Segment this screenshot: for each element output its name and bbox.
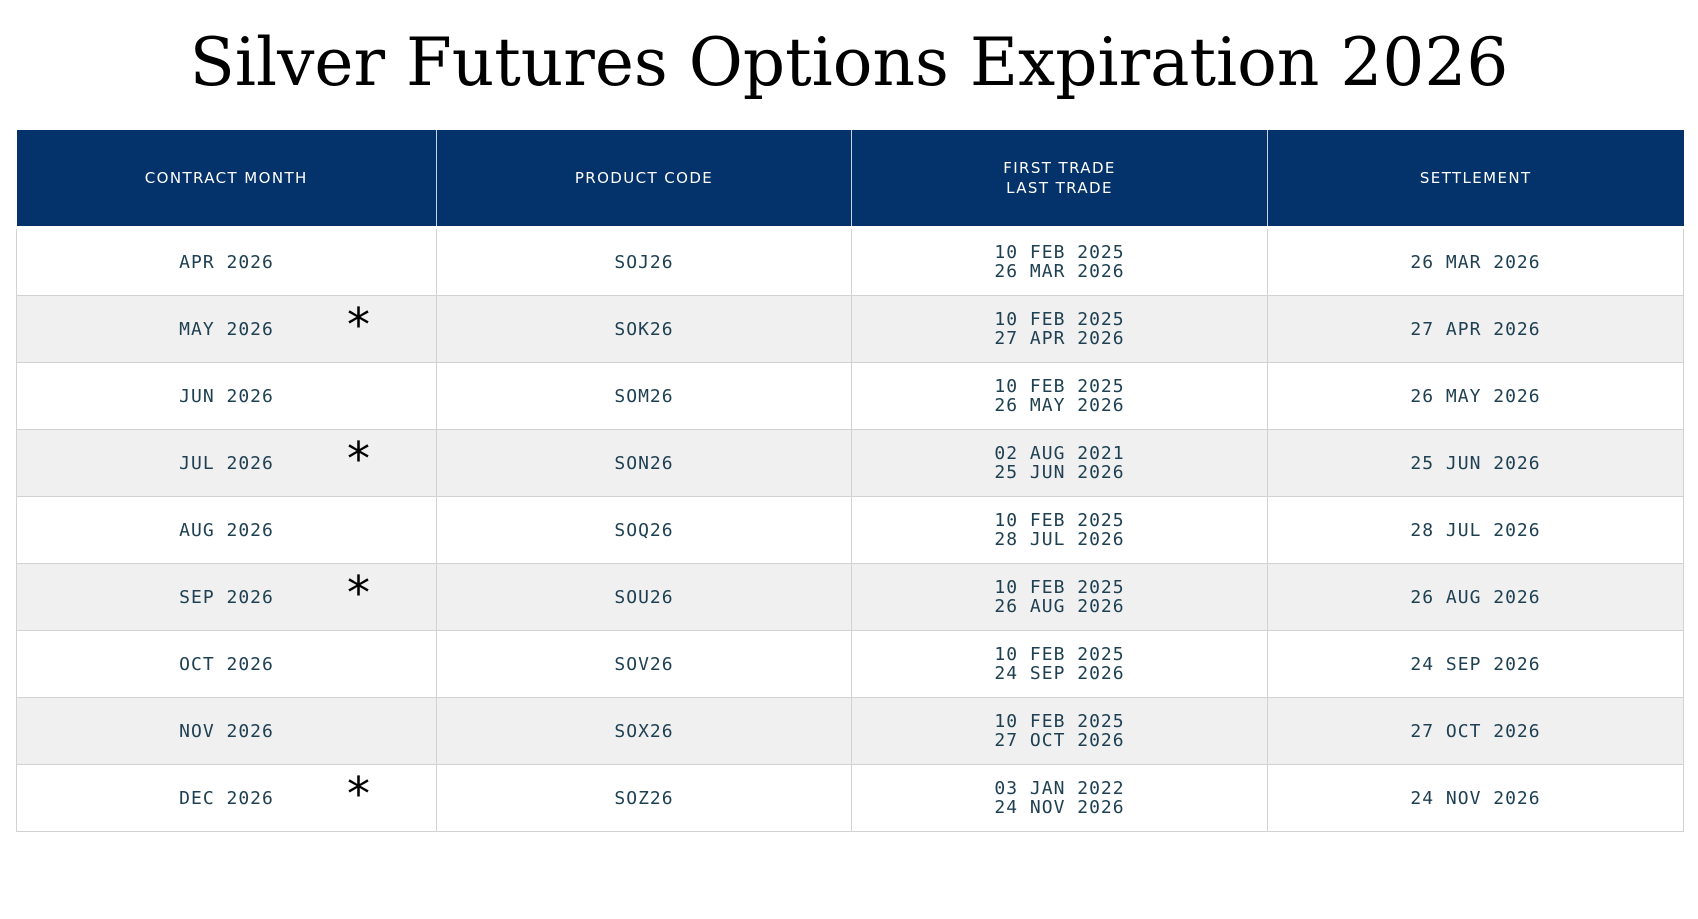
table-row: SEP 2026 * SOU26 10 FEB 2025 26 AUG 2026 26 A… (16, 563, 1684, 631)
first-trade-date: 10 FEB 2025 (994, 644, 1125, 665)
first-trade-date: 10 FEB 2025 (994, 242, 1125, 263)
last-trade-date: 28 JUL 2026 (994, 529, 1125, 550)
product-code-cell: SON26 (436, 429, 852, 497)
asterisk-marker: * (347, 767, 370, 821)
trade-dates-cell: 10 FEB 2025 26 AUG 2026 (851, 563, 1268, 631)
first-trade-date: 10 FEB 2025 (994, 510, 1125, 531)
last-trade-date: 25 JUN 2026 (994, 462, 1125, 483)
table-row: AUG 2026 SOQ26 10 FEB 2025 28 JUL 2026 28 JU… (16, 496, 1684, 564)
trade-dates-cell: 10 FEB 2025 26 MAY 2026 (851, 362, 1268, 430)
expiration-table: CONTRACT MONTH PRODUCT CODE FIRST TRADE … (16, 130, 1684, 832)
last-trade-date: 24 SEP 2026 (994, 663, 1125, 684)
contract-month-cell: NOV 2026 (16, 697, 437, 765)
header-product-code-label: PRODUCT CODE (574, 169, 714, 187)
product-code-cell: SOJ26 (436, 226, 852, 296)
contract-month-cell: DEC 2026 * (16, 764, 437, 832)
product-code-cell: SOQ26 (436, 496, 852, 564)
contract-month-value: MAY 2026 (179, 318, 274, 340)
table-row: JUL 2026 * SON26 02 AUG 2021 25 JUN 2026 25 J… (16, 429, 1684, 497)
asterisk-marker: * (347, 298, 370, 352)
header-row: CONTRACT MONTH PRODUCT CODE FIRST TRADE … (16, 130, 1684, 228)
header-settlement: SETTLEMENT (1267, 130, 1684, 228)
settlement-cell: 28 JUL 2026 (1267, 496, 1684, 564)
contract-month-value: AUG 2026 (179, 519, 274, 541)
first-trade-date: 10 FEB 2025 (994, 577, 1125, 598)
trade-dates-cell: 10 FEB 2025 28 JUL 2026 (851, 496, 1268, 564)
trade-dates-cell: 10 FEB 2025 27 APR 2026 (851, 295, 1268, 363)
settlement-cell: 27 OCT 2026 (1267, 697, 1684, 765)
table-row: DEC 2026 * SOZ26 03 JAN 2022 24 NOV 2026 24 N… (16, 764, 1684, 832)
settlement-cell: 24 SEP 2026 (1267, 630, 1684, 698)
product-code-cell: SOK26 (436, 295, 852, 363)
contract-month-cell: MAY 2026 * (16, 295, 437, 363)
contract-month-value: NOV 2026 (179, 720, 274, 742)
first-trade-date: 02 AUG 2021 (994, 443, 1125, 464)
first-trade-date: 10 FEB 2025 (994, 711, 1125, 732)
contract-month-value: JUL 2026 (179, 452, 274, 474)
last-trade-date: 26 MAR 2026 (994, 261, 1125, 282)
first-trade-date: 03 JAN 2022 (994, 778, 1125, 799)
header-product-code: PRODUCT CODE (436, 130, 852, 228)
contract-month-value: SEP 2026 (179, 586, 274, 608)
last-trade-date: 26 AUG 2026 (994, 596, 1125, 617)
contract-month-cell: JUL 2026 * (16, 429, 437, 497)
last-trade-date: 27 APR 2026 (994, 328, 1125, 349)
last-trade-date: 24 NOV 2026 (994, 797, 1125, 818)
asterisk-marker: * (347, 566, 370, 620)
header-contract-month: CONTRACT MONTH (16, 130, 437, 228)
settlement-cell: 27 APR 2026 (1267, 295, 1684, 363)
trade-dates-cell: 10 FEB 2025 26 MAR 2026 (851, 226, 1268, 296)
table-row: MAY 2026 * SOK26 10 FEB 2025 27 APR 2026 27 A… (16, 295, 1684, 363)
table-header: CONTRACT MONTH PRODUCT CODE FIRST TRADE … (16, 130, 1684, 228)
last-trade-date: 27 OCT 2026 (994, 730, 1125, 751)
header-trade-dates: FIRST TRADE LAST TRADE (851, 130, 1268, 228)
contract-month-value: APR 2026 (179, 251, 274, 273)
header-first-trade-label: FIRST TRADE (1003, 159, 1116, 177)
trade-dates-cell: 10 FEB 2025 24 SEP 2026 (851, 630, 1268, 698)
contract-month-value: DEC 2026 (179, 787, 274, 809)
asterisk-marker: * (347, 432, 370, 486)
contract-month-value: JUN 2026 (179, 385, 274, 407)
settlement-cell: 25 JUN 2026 (1267, 429, 1684, 497)
header-settlement-label: SETTLEMENT (1419, 169, 1532, 187)
contract-month-value: OCT 2026 (179, 653, 274, 675)
product-code-cell: SOV26 (436, 630, 852, 698)
settlement-cell: 26 AUG 2026 (1267, 563, 1684, 631)
table-row: NOV 2026 SOX26 10 FEB 2025 27 OCT 2026 27 OC… (16, 697, 1684, 765)
first-trade-date: 10 FEB 2025 (994, 376, 1125, 397)
trade-dates-cell: 03 JAN 2022 24 NOV 2026 (851, 764, 1268, 832)
header-contract-month-label: CONTRACT MONTH (144, 169, 308, 187)
trade-dates-cell: 02 AUG 2021 25 JUN 2026 (851, 429, 1268, 497)
table-row: OCT 2026 SOV26 10 FEB 2025 24 SEP 2026 24 SE… (16, 630, 1684, 698)
table-body: APR 2026 SOJ26 10 FEB 2025 26 MAR 2026 26 MA… (16, 226, 1684, 832)
trade-dates-cell: 10 FEB 2025 27 OCT 2026 (851, 697, 1268, 765)
contract-month-cell: OCT 2026 (16, 630, 437, 698)
product-code-cell: SOU26 (436, 563, 852, 631)
first-trade-date: 10 FEB 2025 (994, 309, 1125, 330)
product-code-cell: SOZ26 (436, 764, 852, 832)
table-row: APR 2026 SOJ26 10 FEB 2025 26 MAR 2026 26 MA… (16, 226, 1684, 296)
last-trade-date: 26 MAY 2026 (994, 395, 1125, 416)
contract-month-cell: AUG 2026 (16, 496, 437, 564)
contract-month-cell: APR 2026 (16, 226, 437, 296)
settlement-cell: 26 MAY 2026 (1267, 362, 1684, 430)
contract-month-cell: JUN 2026 (16, 362, 437, 430)
contract-month-cell: SEP 2026 * (16, 563, 437, 631)
expiration-table-container: CONTRACT MONTH PRODUCT CODE FIRST TRADE … (16, 130, 1684, 832)
settlement-cell: 26 MAR 2026 (1267, 226, 1684, 296)
product-code-cell: SOX26 (436, 697, 852, 765)
header-last-trade-label: LAST TRADE (1006, 179, 1113, 197)
product-code-cell: SOM26 (436, 362, 852, 430)
table-row: JUN 2026 SOM26 10 FEB 2025 26 MAY 2026 26 MA… (16, 362, 1684, 430)
page-title: Silver Futures Options Expiration 2026 (189, 24, 1509, 101)
settlement-cell: 24 NOV 2026 (1267, 764, 1684, 832)
